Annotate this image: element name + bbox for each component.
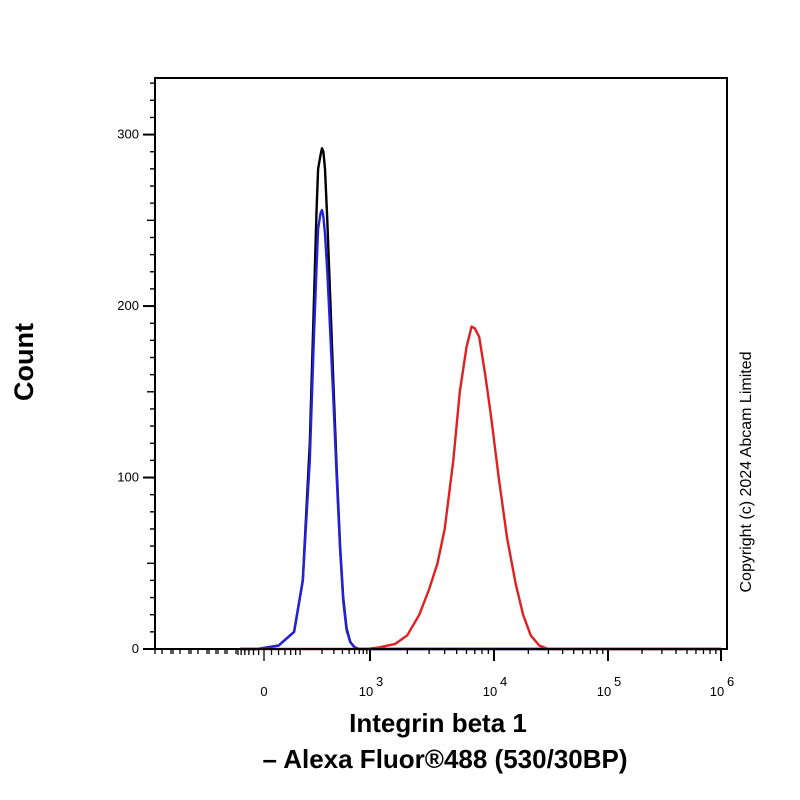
x-tick-label: 0 (260, 684, 267, 699)
series-line-blue (240, 208, 721, 651)
x-tick-label: 10 (597, 684, 611, 699)
x-axis-title-line2: – Alexa Fluor®488 (530/30BP) (262, 744, 627, 774)
plot-frame (154, 77, 728, 650)
x-tick-label: 10 (359, 684, 373, 699)
copyright-notice: Copyright (c) 2024 Abcam Limited (738, 352, 755, 593)
plot-series-layer (240, 147, 721, 651)
x-tick-exponent: 4 (500, 674, 507, 689)
x-tick-exponent: 5 (614, 674, 621, 689)
y-axis: 0 100 200 300 (117, 82, 155, 656)
x-tick-exponent: 6 (727, 674, 734, 689)
x-tick-label: 10 (483, 684, 497, 699)
series-line-red (240, 325, 721, 651)
y-axis-title: Count (9, 323, 39, 401)
y-tick-label: 100 (117, 470, 139, 485)
y-tick-label: 0 (132, 641, 139, 656)
x-axis-title-line1: Integrin beta 1 (349, 708, 527, 738)
y-tick-label: 300 (117, 127, 139, 142)
y-tick-label: 200 (117, 298, 139, 313)
x-tick-label: 10 (710, 684, 724, 699)
x-tick-exponent: 3 (376, 674, 383, 689)
